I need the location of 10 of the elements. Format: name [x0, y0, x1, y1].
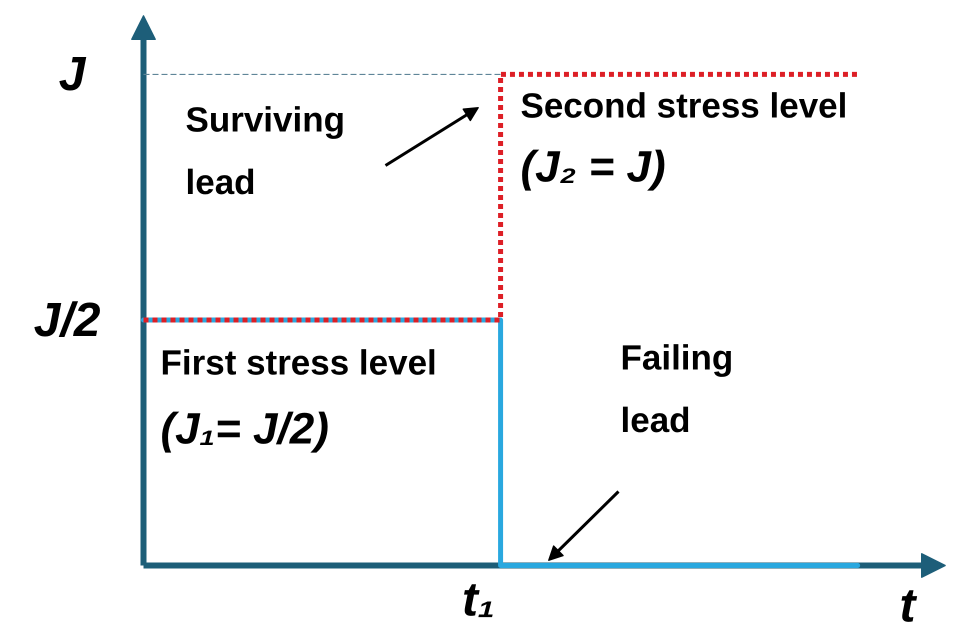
text: t₁ — [462, 574, 495, 626]
annotation: Failing lead — [620, 338, 734, 440]
annotation: First stress level — [160, 344, 437, 382]
text: J — [58, 48, 87, 101]
annotation: (J₁= J/2) — [160, 404, 329, 454]
annotation: (J₂ = J) — [520, 142, 666, 192]
annotation: Surviving lead — [186, 100, 345, 202]
annotation: Second stress level — [520, 86, 848, 126]
x-axis-title: t — [900, 580, 918, 632]
text: J/2 — [34, 294, 101, 347]
